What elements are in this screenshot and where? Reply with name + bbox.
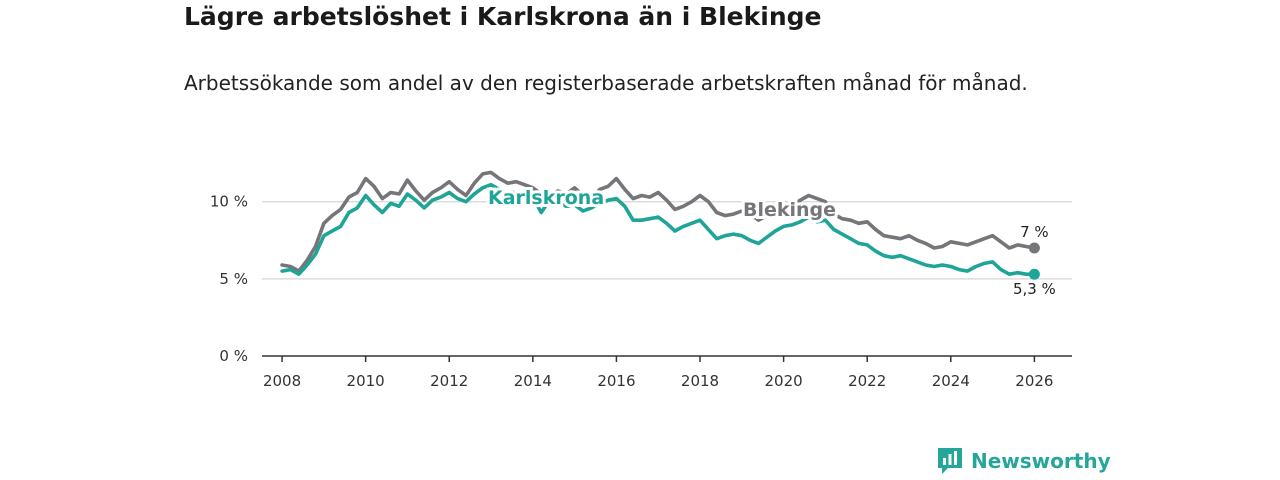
x-tick-label: 2020 xyxy=(765,372,803,390)
chart-title: Lägre arbetslöshet i Karlskrona än i Ble… xyxy=(184,2,822,31)
y-tick-label: 5 % xyxy=(219,270,248,288)
end-label-blekinge: 7 % xyxy=(1020,223,1049,241)
chart-subtitle: Arbetssökande som andel av den registerb… xyxy=(184,71,1028,95)
brand-name: Newsworthy xyxy=(971,449,1111,473)
series-label-blekinge: Blekinge xyxy=(743,199,836,221)
x-tick-label: 2024 xyxy=(932,372,970,390)
newsworthy-logo[interactable]: Newsworthy xyxy=(936,446,1111,476)
series-label-karlskrona: Karlskrona xyxy=(488,187,604,209)
x-tick-label: 2018 xyxy=(681,372,719,390)
x-tick-label: 2012 xyxy=(430,372,468,390)
x-tick-label: 2014 xyxy=(514,372,552,390)
x-tick-label: 2016 xyxy=(597,372,635,390)
series-line-blekinge xyxy=(280,170,1037,273)
y-tick-label: 10 % xyxy=(210,193,248,211)
end-label-karlskrona: 5,3 % xyxy=(1013,280,1056,298)
x-tick-label: 2010 xyxy=(347,372,385,390)
x-tick-label: 2026 xyxy=(1015,372,1053,390)
end-point-karlskrona xyxy=(1028,268,1040,280)
x-tick-label: 2022 xyxy=(848,372,886,390)
end-point-blekinge xyxy=(1028,242,1040,254)
x-tick-label: 2008 xyxy=(263,372,301,390)
y-tick-label: 0 % xyxy=(219,347,248,365)
series-line-karlskrona xyxy=(280,182,1037,277)
newsworthy-bar-chart-icon xyxy=(938,448,962,474)
